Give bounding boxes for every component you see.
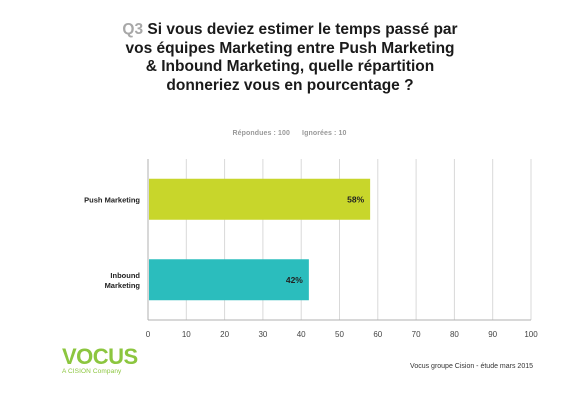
data-label: 58% [347, 194, 364, 204]
question-number: Q3 [122, 21, 144, 38]
x-tick-label: 90 [488, 330, 497, 339]
category-label: Push Marketing [84, 195, 140, 204]
x-tick-label: 70 [412, 330, 421, 339]
x-tick-label: 10 [182, 330, 191, 339]
bar [149, 178, 371, 220]
source-note: Vocus groupe Cision - étude mars 2015 [410, 363, 533, 370]
x-tick-label: 40 [297, 330, 306, 339]
response-stats: Répondues : 100 Ignorées : 10 [0, 130, 579, 137]
chart-title: Q3 Si vous deviez estimer le temps passé… [120, 21, 460, 95]
category-label: Inbound [110, 271, 140, 280]
x-tick-label: 80 [450, 330, 459, 339]
x-tick-label: 50 [335, 330, 344, 339]
x-tick-label: 30 [258, 330, 267, 339]
category-label: Marketing [105, 281, 141, 290]
x-tick-label: 60 [373, 330, 382, 339]
answered-count: Répondues : 100 [232, 130, 290, 137]
bar [149, 259, 309, 301]
x-tick-label: 20 [220, 330, 229, 339]
data-label: 42% [286, 275, 303, 285]
question-text: Si vous deviez estimer le temps passé pa… [125, 21, 458, 94]
x-tick-label: 100 [524, 330, 538, 339]
logo-subtitle: A CISION Company [62, 368, 122, 375]
ignored-count: Ignorées : 10 [302, 130, 347, 137]
x-tick-label: 0 [146, 330, 151, 339]
logo-word: VOCUS [62, 344, 138, 369]
vocus-logo: VOCUS A CISION Company [62, 344, 138, 376]
